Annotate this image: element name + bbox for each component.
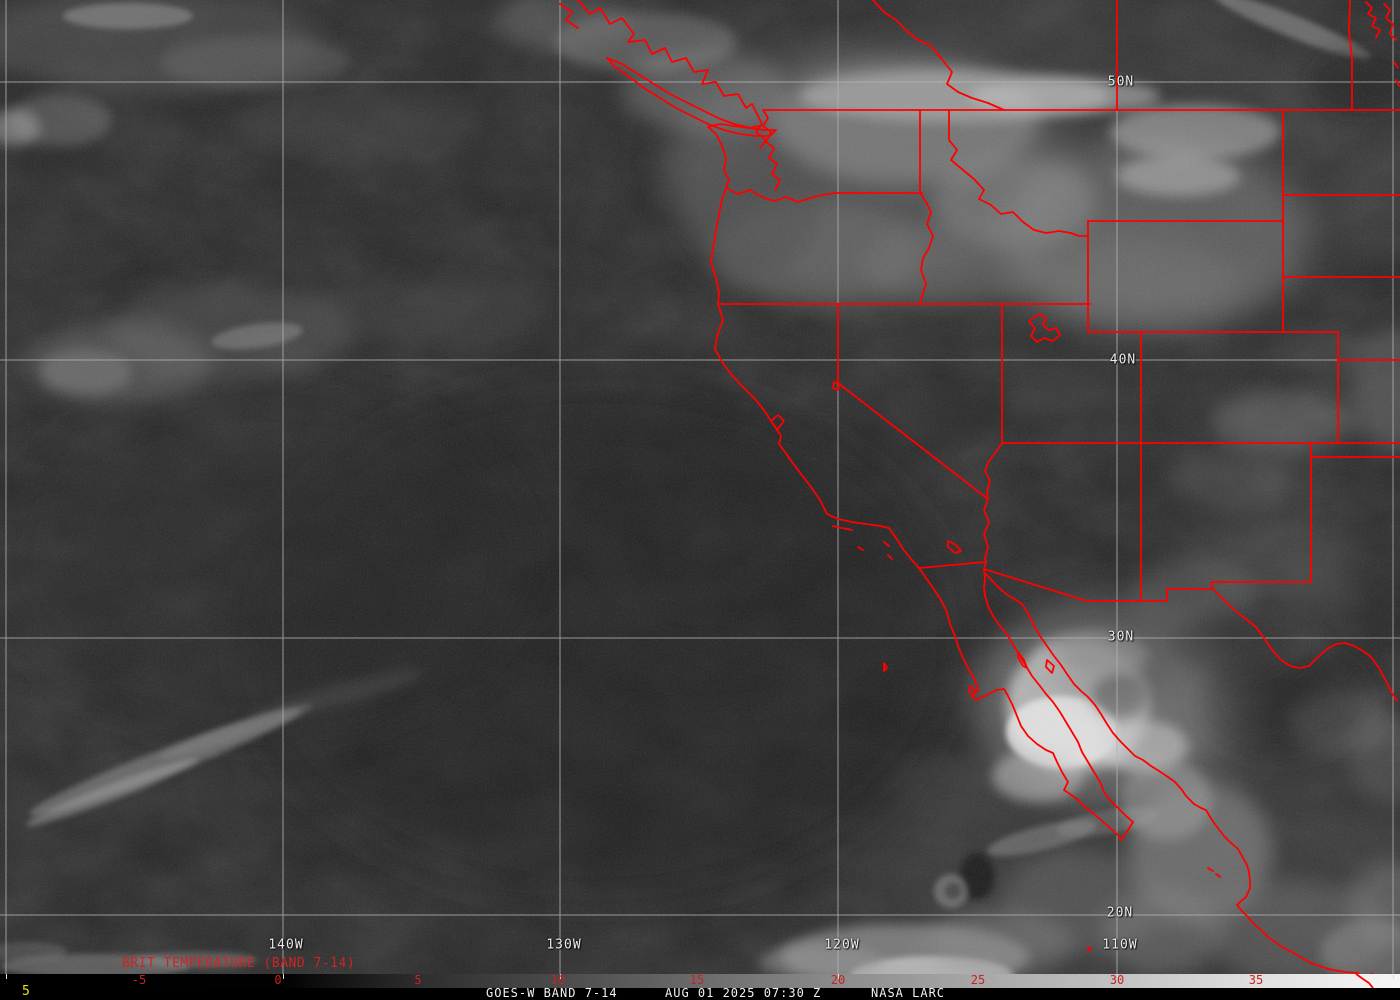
coastline-over-colorbar <box>1355 974 1374 988</box>
bc-islands <box>559 3 579 29</box>
lon-label-110w: 110W <box>1102 937 1138 953</box>
status-source: NASA LARC <box>871 986 946 1000</box>
vancouver-island <box>606 57 777 137</box>
lat-label-20n: 20N <box>1106 905 1134 921</box>
colorbar-gridline-mark <box>838 974 839 979</box>
border-bc-ab <box>872 0 1005 111</box>
guadalupe-island <box>883 662 888 672</box>
graticule <box>0 0 1400 974</box>
sensor-noise-texture <box>0 0 1400 974</box>
border-wa-or-columbia <box>725 187 923 203</box>
salton-sea <box>947 540 962 554</box>
border-tx-32n <box>1210 581 1312 590</box>
baja-west-coast <box>918 567 1122 841</box>
colorbar-tick: 25 <box>970 973 986 987</box>
baja-gulf-coast <box>983 568 1134 841</box>
border-id-mt <box>948 109 1089 237</box>
product-title: BRIT TEMPERATURE (BAND 7-14) <box>122 956 356 971</box>
socorro-island <box>1086 946 1092 952</box>
colorbar-tick: 35 <box>1248 973 1264 987</box>
colorbar-tick: -5 <box>131 973 147 987</box>
map-outlines <box>559 0 1400 974</box>
colorbar-tick: 20 <box>830 973 846 987</box>
lon-label-130w: 130W <box>546 937 582 953</box>
status-bar: GOES-W BAND 7-14 AUG 01 2025 07:30 Z NAS… <box>0 986 1400 1000</box>
colorbar-tick: 10 <box>550 973 566 987</box>
great-salt-lake <box>1028 313 1061 343</box>
colorbar-gridline-mark <box>283 974 284 979</box>
puget-sound <box>762 109 781 191</box>
colorado-river-border <box>983 442 1003 563</box>
lon-label-120w: 120W <box>824 937 860 953</box>
rio-grande <box>1212 588 1398 702</box>
border-wa-id <box>919 109 934 305</box>
lake-tahoe <box>832 381 840 391</box>
san-francisco-bay <box>770 414 785 431</box>
status-timestamp: AUG 01 2025 07:30 Z <box>665 986 822 1000</box>
juan-de-fuca <box>707 123 761 129</box>
islas-marias <box>1207 867 1221 878</box>
colorbar-tick: 30 <box>1109 973 1125 987</box>
colorbar-gridline-mark <box>6 974 7 979</box>
lat-label-40n: 40N <box>1109 352 1137 368</box>
border-us-mexico <box>918 561 1214 602</box>
colorbar-tick: 15 <box>689 973 705 987</box>
lon-label-140w: 140W <box>268 937 304 953</box>
border-sk-mb <box>1348 0 1353 111</box>
lat-label-30n: 30N <box>1107 629 1135 645</box>
manitoba-lakes <box>1365 1 1400 87</box>
lat-label-50n: 50N <box>1107 74 1135 90</box>
mexico-mainland-coast <box>985 573 1373 974</box>
colorbar-tick: 0 <box>274 973 282 987</box>
colorbar-gridline-mark <box>1393 974 1394 979</box>
satellite-image <box>0 0 1400 974</box>
channel-islands <box>832 525 893 560</box>
us-west-coastline <box>707 126 920 569</box>
angel-de-la-guarda-island <box>1017 651 1028 669</box>
colorbar-gridline-mark <box>560 974 561 979</box>
colorbar-tick: 5 <box>414 973 422 987</box>
status-product: GOES-W BAND 7-14 <box>486 986 618 1000</box>
colorbar: -5 0 5 10 15 20 25 30 35 <box>0 974 1400 988</box>
colorbar-gridline-mark <box>1117 974 1118 979</box>
tiburon-island <box>1045 659 1055 674</box>
bc-coastline <box>577 0 767 149</box>
cedros-island <box>968 685 976 697</box>
scale-value: 5 <box>22 984 30 999</box>
